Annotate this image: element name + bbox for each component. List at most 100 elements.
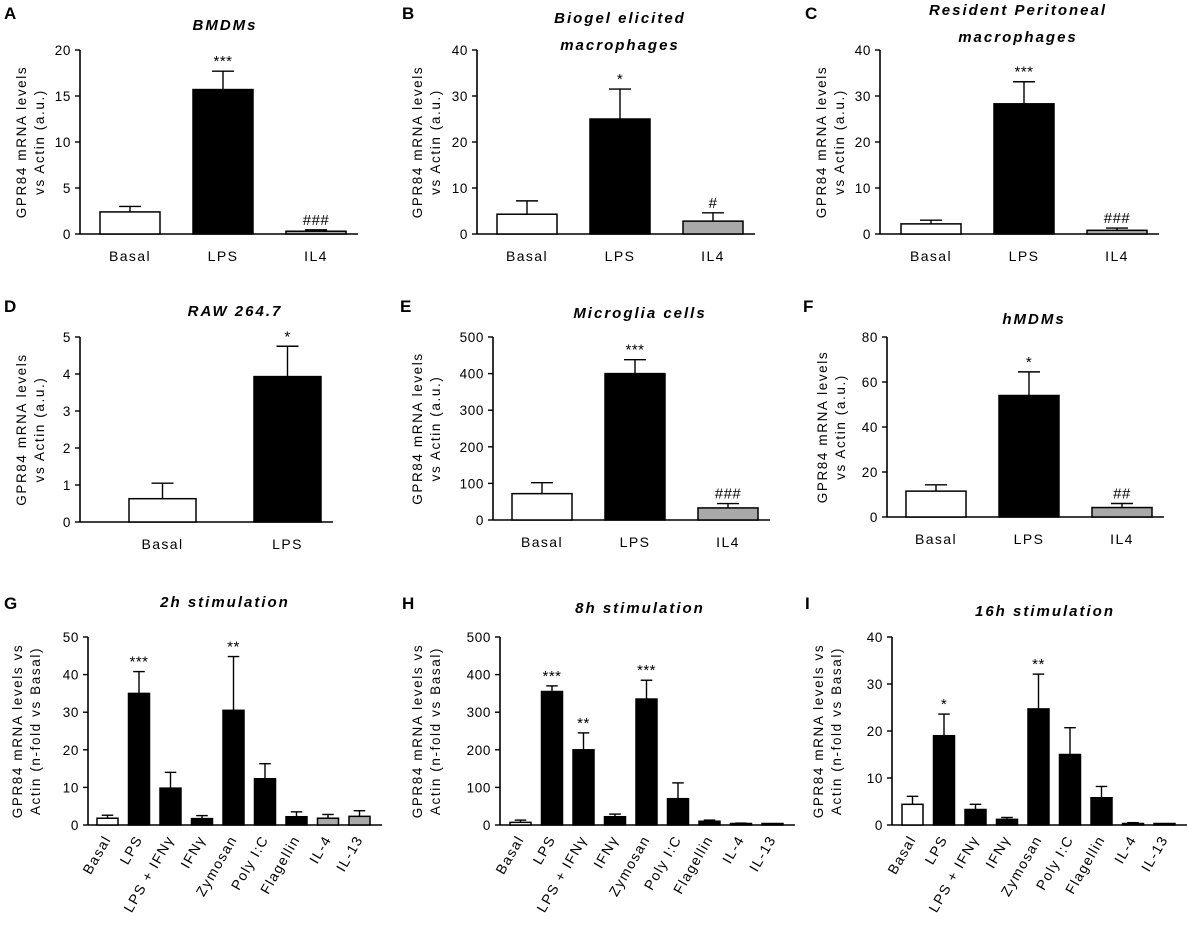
chart-title: 2h stimulation xyxy=(159,594,290,611)
chart-title: Resident Peritoneal xyxy=(929,2,1107,19)
y-axis-label: GPR84 mRNA levels vs xyxy=(410,644,425,819)
x-tick-label: IL-13 xyxy=(333,833,366,875)
bar-lps xyxy=(932,734,956,826)
y-tick-label: 15 xyxy=(55,89,71,104)
y-tick-label: 300 xyxy=(467,705,491,720)
bar-il-4 xyxy=(1121,822,1145,826)
y-tick-label: 20 xyxy=(452,135,468,150)
bar-zymosan xyxy=(635,698,658,826)
panel-b: B Biogel elicited macrophages GPR84 mRNA le… xyxy=(402,4,755,264)
bar-lps xyxy=(540,690,564,826)
y-tick-label: 0 xyxy=(863,227,871,242)
x-tick-label: LPS xyxy=(272,536,303,552)
bar-lps-ifn- xyxy=(159,787,182,826)
chart-title: RAW 264.7 xyxy=(188,303,283,320)
significance-label: ### xyxy=(1104,210,1131,227)
bar-lps xyxy=(192,88,254,235)
y-axis-label: vs Actin (a.u.) xyxy=(32,89,47,195)
panel-letter: A xyxy=(4,4,16,23)
y-tick-label: 0 xyxy=(870,510,878,525)
y-axis-label: GPR84 mRNA levels xyxy=(410,66,425,219)
y-axis-label: GPR84 mRNA levels vs xyxy=(10,644,25,819)
y-axis-label: Actin (n-fold vs Basal) xyxy=(28,647,43,815)
panel-d: D RAW 264.7 GPR84 mRNA levels vs Actin (a.u… xyxy=(4,297,333,552)
panel-letter: F xyxy=(803,297,813,316)
bar-basal xyxy=(496,213,558,235)
x-tick-label: LPS xyxy=(1014,531,1045,547)
y-tick-label: 200 xyxy=(467,743,491,758)
bar-flagellin xyxy=(1090,796,1113,826)
x-tick-label: IL-13 xyxy=(746,833,779,875)
y-axis-label: GPR84 mRNA levels xyxy=(410,352,425,505)
x-tick-label: Basal xyxy=(521,534,563,550)
x-tick-label: Basal xyxy=(109,248,151,264)
significance-label: ### xyxy=(303,212,330,229)
y-axis-label: GPR84 mRNA levels xyxy=(14,353,29,506)
y-tick-label: 30 xyxy=(452,89,468,104)
y-tick-label: 40 xyxy=(452,43,468,58)
y-axis-label: vs Actin (a.u.) xyxy=(428,376,443,482)
y-tick-label: 40 xyxy=(867,630,883,645)
y-axis-label: vs Actin (a.u.) xyxy=(428,89,443,195)
bar-il-4 xyxy=(316,817,340,826)
significance-label: ** xyxy=(227,639,240,656)
significance-label: * xyxy=(1026,354,1032,371)
chart-title: macrophages xyxy=(560,37,680,54)
bar-ifn- xyxy=(603,815,627,826)
x-tick-label: Basal xyxy=(79,833,114,877)
y-tick-label: 10 xyxy=(855,181,871,196)
y-tick-label: 200 xyxy=(460,440,484,455)
x-tick-label: Basal xyxy=(884,833,919,877)
y-tick-label: 500 xyxy=(460,330,484,345)
panel-letter: H xyxy=(402,594,414,613)
y-tick-label: 10 xyxy=(867,771,883,786)
panel-e: E Microglia cells GPR84 mRNA levels vs Acti… xyxy=(400,297,770,550)
y-tick-label: 60 xyxy=(862,375,878,390)
x-tick-label: IL-4 xyxy=(719,833,748,867)
bar-basal xyxy=(900,223,962,235)
bar-il4 xyxy=(285,230,347,235)
y-tick-label: 400 xyxy=(460,367,484,382)
y-tick-label: 5 xyxy=(63,330,71,345)
panel-letter: D xyxy=(4,297,16,316)
y-axis-label: Actin (n-fold vs Basal) xyxy=(829,647,844,815)
y-tick-label: 30 xyxy=(855,89,871,104)
y-tick-label: 20 xyxy=(862,465,878,480)
y-tick-label: 3 xyxy=(63,404,71,419)
bar-il-4 xyxy=(729,822,753,826)
panel-letter: B xyxy=(402,4,414,23)
x-tick-label: IL-13 xyxy=(1138,833,1171,875)
y-tick-label: 1 xyxy=(63,478,71,493)
y-tick-label: 10 xyxy=(55,135,71,150)
x-tick-label: Basal xyxy=(506,248,548,264)
bar-il4 xyxy=(1086,229,1148,235)
bar-il-13 xyxy=(1153,822,1176,826)
y-tick-label: 40 xyxy=(862,420,878,435)
x-tick-label: IL4 xyxy=(304,248,328,264)
significance-label: *** xyxy=(637,662,656,679)
significance-label: ** xyxy=(1032,656,1045,673)
y-tick-label: 30 xyxy=(63,705,79,720)
y-tick-label: 10 xyxy=(63,780,79,795)
significance-label: * xyxy=(617,71,623,88)
bar-basal xyxy=(128,497,197,523)
significance-label: *** xyxy=(542,668,561,685)
y-tick-label: 0 xyxy=(460,227,468,242)
panel-g: G 2h stimulation GPR84 mRNA levels vs Actin… xyxy=(4,594,382,915)
x-tick-label: LPS xyxy=(921,833,950,868)
bar-zymosan xyxy=(1027,708,1050,826)
bar-il4 xyxy=(697,507,759,521)
y-tick-label: 0 xyxy=(71,818,79,833)
y-axis-label: GPR84 mRNA levels xyxy=(815,351,830,504)
bar-lps xyxy=(998,394,1060,518)
bar-basal xyxy=(96,817,119,826)
bar-ifn- xyxy=(995,818,1019,826)
bar-lps xyxy=(993,103,1055,235)
bar-il4 xyxy=(1091,506,1153,518)
significance-label: # xyxy=(709,195,718,212)
bar-lps xyxy=(589,118,651,235)
bar-basal xyxy=(901,803,924,826)
bar-il-13 xyxy=(348,815,371,826)
x-tick-label: IFNγ xyxy=(982,833,1013,871)
